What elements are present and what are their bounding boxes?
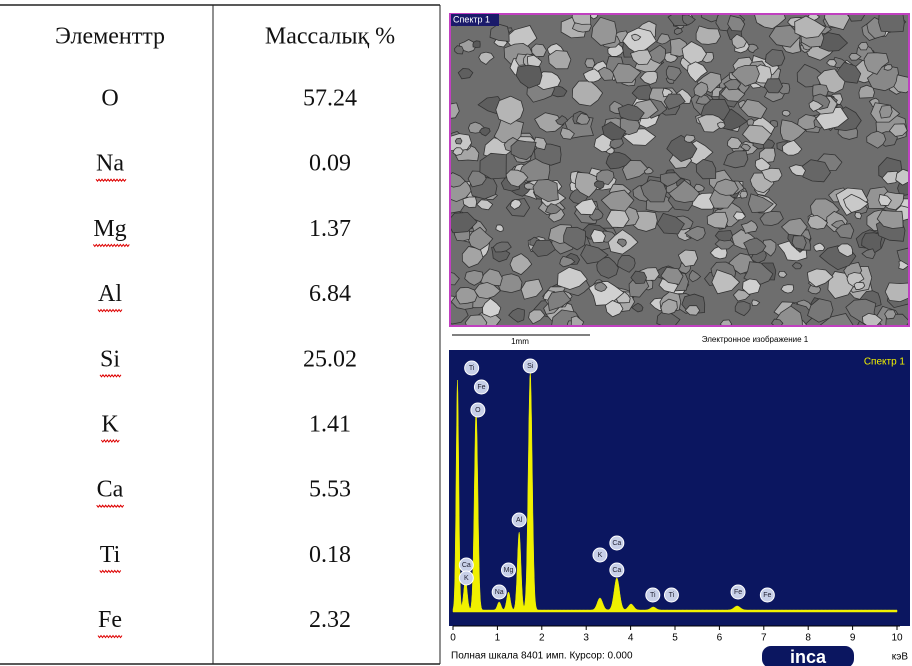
element-symbol: Ti [100,542,121,568]
peak-label: Fe [734,589,742,596]
spell-underline [101,440,119,442]
peak-label: O [475,407,481,414]
axis-tick-label: 5 [672,633,678,644]
peak-label: Ti [650,592,656,599]
mass-percent: 1.37 [309,216,351,242]
spectrum-footer: Полная шкала 8401 имп. Курсор: 0.000 [451,651,633,662]
mass-percent: 1.41 [309,412,351,438]
grain [696,26,720,44]
axis-tick-label: 3 [583,633,589,644]
element-symbol: Mg [93,216,126,242]
grain [855,213,862,219]
sem-image [441,5,912,335]
axis-tick-label: 1 [495,633,501,644]
element-symbol: Si [100,346,120,372]
peak-label: K [598,552,603,559]
mass-percent: 2.32 [309,607,351,633]
logo: inca [790,647,827,666]
mass-percent: 6.84 [309,281,351,307]
axis-tick-label: 6 [717,633,723,644]
table-header: Элементтр [55,24,165,50]
spectrum-label: Спектр 1 [864,357,906,368]
axis-tick-label: 8 [805,633,811,644]
grain [782,111,790,117]
peak-label: Si [527,363,534,370]
spell-underline [98,636,122,638]
peak-label: Ca [612,540,621,547]
peak-label: Mg [504,567,514,574]
document: Элементтр Массалық % Спектр 1 1mm Электр… [0,0,912,666]
grain [473,41,480,48]
grain [885,310,896,319]
peak-label: Ca [462,562,471,569]
mass-percent: 0.09 [309,151,351,177]
grain [740,191,748,198]
spectrum-unit: кэВ [892,652,909,663]
element-symbol: Al [98,281,122,307]
mass-percent: 25.02 [303,346,357,372]
peak-label: Na [495,589,504,596]
element-symbol: Fe [98,607,122,633]
spell-underline [98,310,122,312]
peak-label: Ca [612,567,621,574]
grain [572,7,591,24]
axis-tick-label: 7 [761,633,767,644]
scale-text: 1mm [511,337,529,346]
spell-underline [93,244,129,246]
axis-tick-label: 0 [450,633,456,644]
grain [455,46,464,54]
image-label: Спектр 1 [453,14,490,24]
peak-label: K [464,575,469,582]
element-symbol: O [101,86,118,112]
spell-underline [96,179,126,181]
axis-tick-label: 2 [539,633,545,644]
element-symbol: Ca [97,477,124,503]
peak-label: Fe [477,384,485,391]
axis-tick-label: 4 [628,633,634,644]
grain [879,12,905,32]
mass-percent: 57.24 [303,86,357,112]
mass-percent: 5.53 [309,477,351,503]
peak-label: Al [516,517,523,524]
grain [585,59,595,68]
grain [455,138,462,144]
grain [456,287,477,304]
grain [885,283,912,302]
peak-label: Ti [469,365,475,372]
axis-tick-label: 9 [850,633,856,644]
grain [859,85,875,98]
spell-underline [100,375,121,377]
peak-label: Fe [763,592,771,599]
axis-tick-label: 10 [891,633,903,644]
page: Элементтр Массалық % Спектр 1 1mm Электр… [0,0,912,666]
grain [880,105,893,118]
image-caption: Электронное изображение 1 [702,335,809,344]
mass-percent: 0.18 [309,542,351,568]
element-symbol: K [101,412,119,438]
table-header: Массалық % [265,24,395,50]
peak-label: Ti [669,592,675,599]
spell-underline [97,505,124,507]
spell-underline [100,570,121,572]
element-symbol: Na [96,151,124,177]
